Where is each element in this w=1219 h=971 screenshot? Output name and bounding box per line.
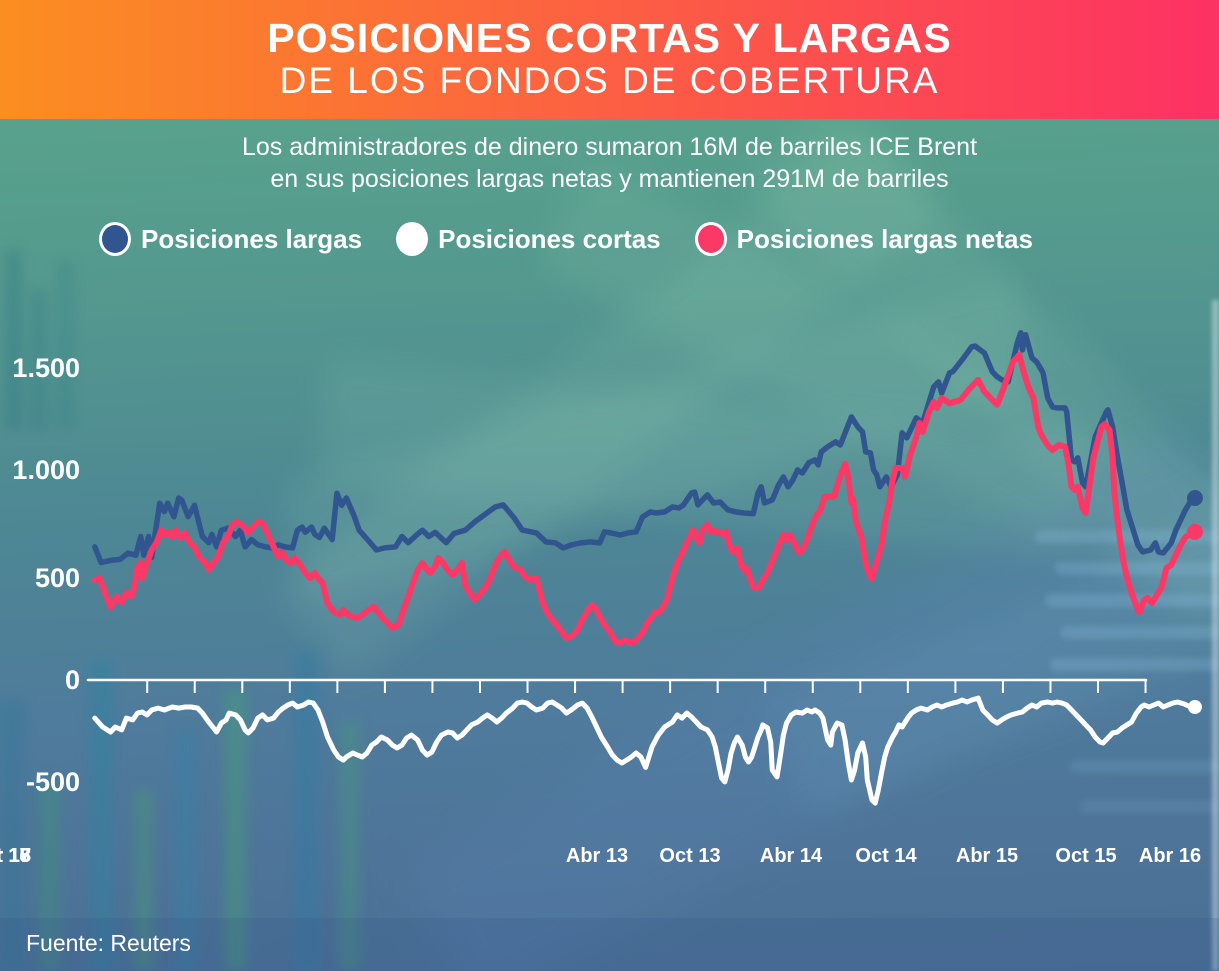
y-axis-label: 0 — [64, 665, 80, 695]
page-title-line1: POSICIONES CORTAS Y LARGAS — [267, 15, 952, 61]
legend-item-posiciones-cortas: Posiciones cortas — [396, 222, 661, 256]
legend-item-posiciones-largas: Posiciones largas — [99, 222, 362, 256]
x-axis-label: Abr 15 — [955, 845, 1019, 867]
legend-item-posiciones-largas-netas: Posiciones largas netas — [694, 222, 1033, 256]
y-axis-label: 500 — [34, 563, 80, 593]
x-axis-label: Oct 17 — [0, 845, 31, 867]
legend-label: Posiciones cortas — [438, 223, 661, 254]
legend-label: Posiciones largas netas — [736, 223, 1033, 254]
x-axis-label: Oct 16 — [0, 845, 31, 867]
legend-label: Posiciones largas — [141, 223, 363, 254]
y-axis-label: 1.500 — [12, 353, 80, 383]
y-axis-label: 1.000 — [12, 455, 80, 485]
x-axis-label: Oct 15 — [1055, 845, 1117, 867]
legend-marker-pink-icon — [694, 222, 727, 256]
legend-marker-white-icon — [396, 222, 429, 256]
subtitle-line2: en sus posiciones largas netas y mantien… — [270, 165, 949, 193]
chart-legend: Posiciones largas Posiciones cortas Posi… — [99, 222, 1033, 256]
subtitle: Los administradores de dinero sumaron 16… — [0, 131, 1219, 195]
x-axis-label: Oct 14 — [855, 845, 917, 867]
header: POSICIONES CORTAS Y LARGAS DE LOS FONDOS… — [0, 0, 1219, 119]
x-axis-label: Abr 18 — [0, 845, 32, 867]
x-axis-label: Abr 14 — [759, 845, 823, 867]
source-credit: Fuente: Reuters — [26, 930, 191, 956]
x-axis-label: Abr 17 — [0, 845, 32, 867]
x-axis-label: Abr 16 — [1138, 845, 1202, 867]
x-axis-label: Oct 13 — [659, 845, 721, 867]
y-axis-label: -500 — [25, 767, 80, 797]
subtitle-line1: Los administradores de dinero sumaron 16… — [241, 133, 978, 161]
x-axis-label: Oct 18 — [0, 845, 31, 867]
page-title-line2: DE LOS FONDOS DE COBERTURA — [279, 60, 940, 101]
x-axis-label: Abr 13 — [565, 845, 629, 867]
legend-marker-blue-icon — [99, 222, 131, 256]
